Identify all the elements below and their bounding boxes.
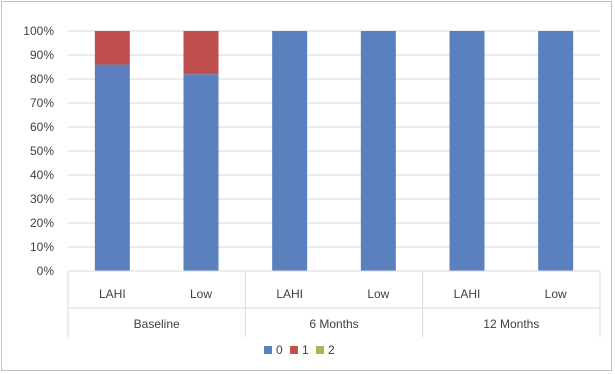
- y-tick-label: 30%: [30, 192, 54, 206]
- y-tick-label: 0%: [37, 264, 55, 278]
- y-tick-label: 10%: [30, 240, 54, 254]
- x-category-label: LAHI: [454, 287, 481, 301]
- legend-label: 2: [328, 343, 335, 357]
- y-tick-label: 40%: [30, 168, 54, 182]
- x-category-label: Low: [545, 287, 567, 301]
- legend-swatch-series-2: [316, 346, 324, 354]
- bar-segment-series-0: [360, 31, 396, 271]
- y-tick-label: 100%: [23, 24, 54, 38]
- x-category-label: LAHI: [99, 287, 126, 301]
- bar-segment-series-0: [538, 31, 574, 271]
- y-tick-label: 50%: [30, 144, 54, 158]
- legend-swatch-series-1: [290, 346, 298, 354]
- x-category-label: Low: [190, 287, 212, 301]
- legend-label: 0: [276, 343, 283, 357]
- x-category-label: Low: [367, 287, 389, 301]
- y-tick-label: 20%: [30, 216, 54, 230]
- y-tick-label: 90%: [30, 48, 54, 62]
- x-group-label: Baseline: [134, 317, 180, 331]
- y-tick-label: 80%: [30, 72, 54, 86]
- bar-segment-series-1: [183, 31, 219, 75]
- y-tick-label: 60%: [30, 120, 54, 134]
- bar-segment-series-1: [94, 31, 130, 65]
- x-group-label: 12 Months: [483, 317, 539, 331]
- x-category-label: LAHI: [276, 287, 303, 301]
- bar-segment-series-0: [449, 31, 485, 271]
- bar-segment-series-0: [272, 31, 308, 271]
- legend-label: 1: [302, 343, 309, 357]
- x-group-label: 6 Months: [309, 317, 358, 331]
- legend-swatch-series-0: [264, 346, 272, 354]
- bar-segment-series-0: [183, 74, 219, 271]
- bar-segment-series-0: [94, 64, 130, 271]
- y-tick-label: 70%: [30, 96, 54, 110]
